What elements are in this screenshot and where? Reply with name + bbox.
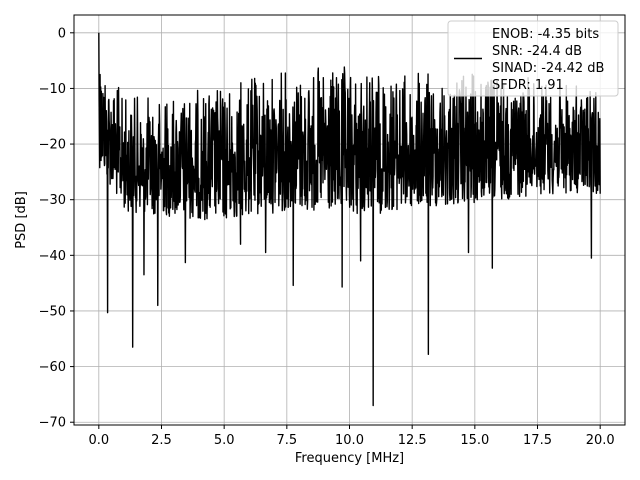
y-tick-label: 0 [58, 26, 66, 41]
legend-box [447, 20, 619, 97]
y-tick-label: −30 [39, 193, 66, 208]
y-tick-label: −20 [39, 138, 66, 153]
legend-entry-sfdr: SFDR: 1.91 [492, 78, 564, 93]
x-tick-label: 5.0 [214, 433, 235, 448]
legend-entry-enob: ENOB: -4.35 bits [492, 27, 599, 42]
x-tick-label: 7.5 [276, 433, 297, 448]
y-axis-ticks: 0 −10 −20 −30 −40 −50 −60 −70 [39, 26, 74, 431]
y-tick-label: −10 [39, 82, 66, 97]
y-tick-label: −60 [39, 360, 66, 375]
y-tick-label: −40 [39, 249, 66, 264]
x-tick-label: 12.5 [398, 433, 427, 448]
x-tick-label: 10.0 [335, 433, 364, 448]
y-axis-label: PSD [dB] [14, 191, 29, 249]
x-axis-ticks: 0.0 2.5 5.0 7.5 10.0 12.5 15.0 17.5 20.0 [88, 425, 615, 448]
x-tick-label: 20.0 [586, 433, 615, 448]
x-axis-label: Frequency [MHz] [295, 451, 404, 466]
legend-entry-sinad: SINAD: -24.42 dB [492, 61, 604, 76]
x-tick-label: 0.0 [88, 433, 109, 448]
x-tick-label: 15.0 [460, 433, 489, 448]
x-tick-label: 2.5 [151, 433, 172, 448]
series-line-psd [98, 32, 601, 407]
x-tick-label: 17.5 [523, 433, 552, 448]
legend-entry-snr: SNR: -24.4 dB [492, 44, 582, 59]
y-tick-label: −70 [39, 416, 66, 431]
y-tick-label: −50 [39, 304, 66, 319]
legend: ENOB: -4.35 bits SNR: -24.4 dB SINAD: -2… [447, 20, 619, 97]
